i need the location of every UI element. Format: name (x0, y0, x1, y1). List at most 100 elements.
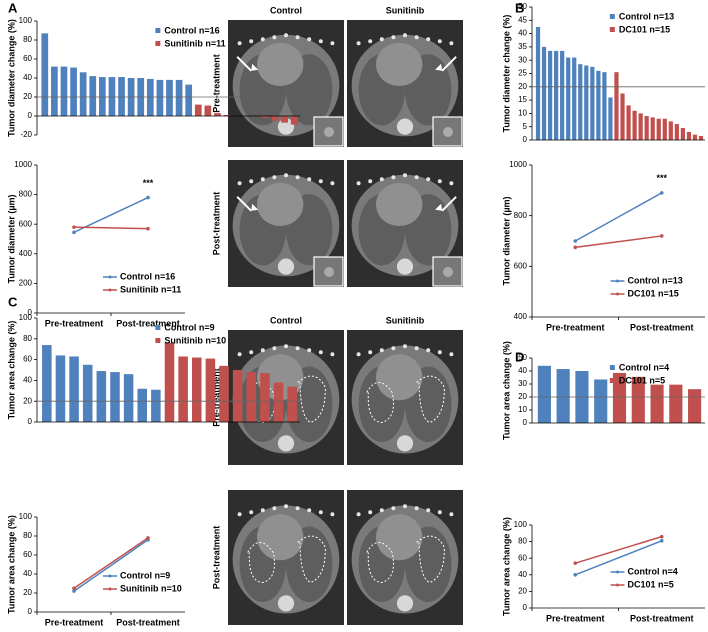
rib (414, 35, 419, 40)
rib (237, 181, 242, 186)
outline (297, 535, 326, 584)
rib (414, 346, 419, 351)
bar (219, 365, 229, 422)
y-tick-label: 10 (518, 109, 527, 118)
bar (287, 386, 297, 422)
rib (249, 39, 254, 44)
rib (356, 41, 361, 46)
legend-label: Control n=4 (619, 362, 669, 372)
y-tick-label: 50 (518, 2, 527, 11)
y-tick-label: 800 (19, 190, 33, 199)
y-tick-label: 40 (518, 29, 527, 38)
y-tick-label: 100 (19, 512, 33, 521)
y-tick-label: 800 (514, 211, 528, 220)
heart (376, 354, 423, 401)
series-line (73, 226, 149, 230)
legend-label: DC101 n=15 (619, 24, 670, 34)
column-label: Sunitinib (386, 315, 425, 325)
rib (318, 39, 323, 44)
bar (674, 124, 679, 140)
arrow (236, 56, 252, 72)
legend-label: Control n=4 (628, 566, 678, 576)
arrow-head (435, 203, 443, 211)
rib (391, 346, 396, 351)
y-tick-label: 20 (23, 588, 32, 597)
outline (366, 382, 394, 424)
row-label: Pre-treatment (211, 368, 221, 427)
ct-image (228, 330, 344, 465)
legend-marker (616, 570, 619, 574)
y-tick-label: 60 (23, 355, 32, 364)
annotation: *** (656, 173, 667, 183)
ct-image (347, 20, 463, 147)
bar (698, 136, 704, 140)
bar (151, 389, 161, 422)
point (659, 191, 664, 195)
rib (379, 177, 384, 182)
bar (638, 113, 643, 140)
bar (590, 66, 595, 140)
arrow-head (435, 63, 443, 71)
y-tick-label: 20 (518, 392, 527, 401)
ct-image (347, 160, 463, 287)
y-tick-label: 1000 (14, 160, 32, 169)
y-tick-label: 600 (19, 219, 33, 228)
x-tick-label: Post-treatment (116, 617, 180, 627)
bar (614, 72, 619, 140)
bar (89, 76, 97, 116)
rib (403, 344, 407, 349)
panel-label: B (515, 0, 524, 15)
bar (578, 64, 583, 140)
y-tick-label: 80 (23, 35, 32, 44)
rib (437, 179, 442, 184)
point (659, 234, 664, 238)
row-label: Post-treatment (211, 192, 221, 256)
rib (403, 173, 407, 178)
y-tick-label: 0 (523, 418, 528, 427)
arrow (441, 56, 457, 72)
rib (449, 512, 454, 517)
bar (185, 84, 193, 116)
point (146, 226, 150, 231)
legend-swatch (609, 14, 615, 19)
bar (680, 128, 685, 140)
y-tick-label: 5 (523, 122, 528, 131)
rib (437, 39, 442, 44)
spine (396, 118, 414, 135)
spine (277, 258, 295, 275)
point (72, 230, 76, 235)
inset-nodule (324, 267, 334, 277)
spine (277, 435, 295, 452)
spine (277, 595, 295, 612)
y-tick-label: 1000 (509, 160, 527, 169)
bar (146, 78, 154, 116)
bar (79, 72, 87, 116)
panel-label: C (8, 294, 18, 309)
point (72, 589, 76, 593)
y-tick-label: 40 (518, 570, 527, 579)
series-line (574, 192, 663, 242)
bar (560, 50, 565, 140)
bar (644, 116, 649, 140)
bar (96, 371, 107, 422)
bar (556, 369, 570, 423)
bar (205, 358, 216, 422)
y-tick-label: 60 (23, 54, 32, 63)
series-line (574, 540, 663, 576)
point (573, 245, 578, 250)
x-tick-label: Post-treatment (630, 322, 694, 332)
rib (449, 181, 454, 186)
y-tick-label: 45 (518, 15, 527, 24)
bar (232, 370, 243, 422)
bar (668, 121, 673, 140)
heart (257, 42, 304, 87)
bar (631, 376, 645, 423)
rib (379, 508, 384, 513)
rib (330, 41, 335, 46)
legend-label: Control n=9 (164, 322, 214, 332)
rib (260, 508, 265, 513)
legend-label: Sunitinib n=11 (120, 284, 181, 294)
heart (376, 182, 423, 227)
y-axis-title: Tumor area change (%) (6, 515, 16, 614)
